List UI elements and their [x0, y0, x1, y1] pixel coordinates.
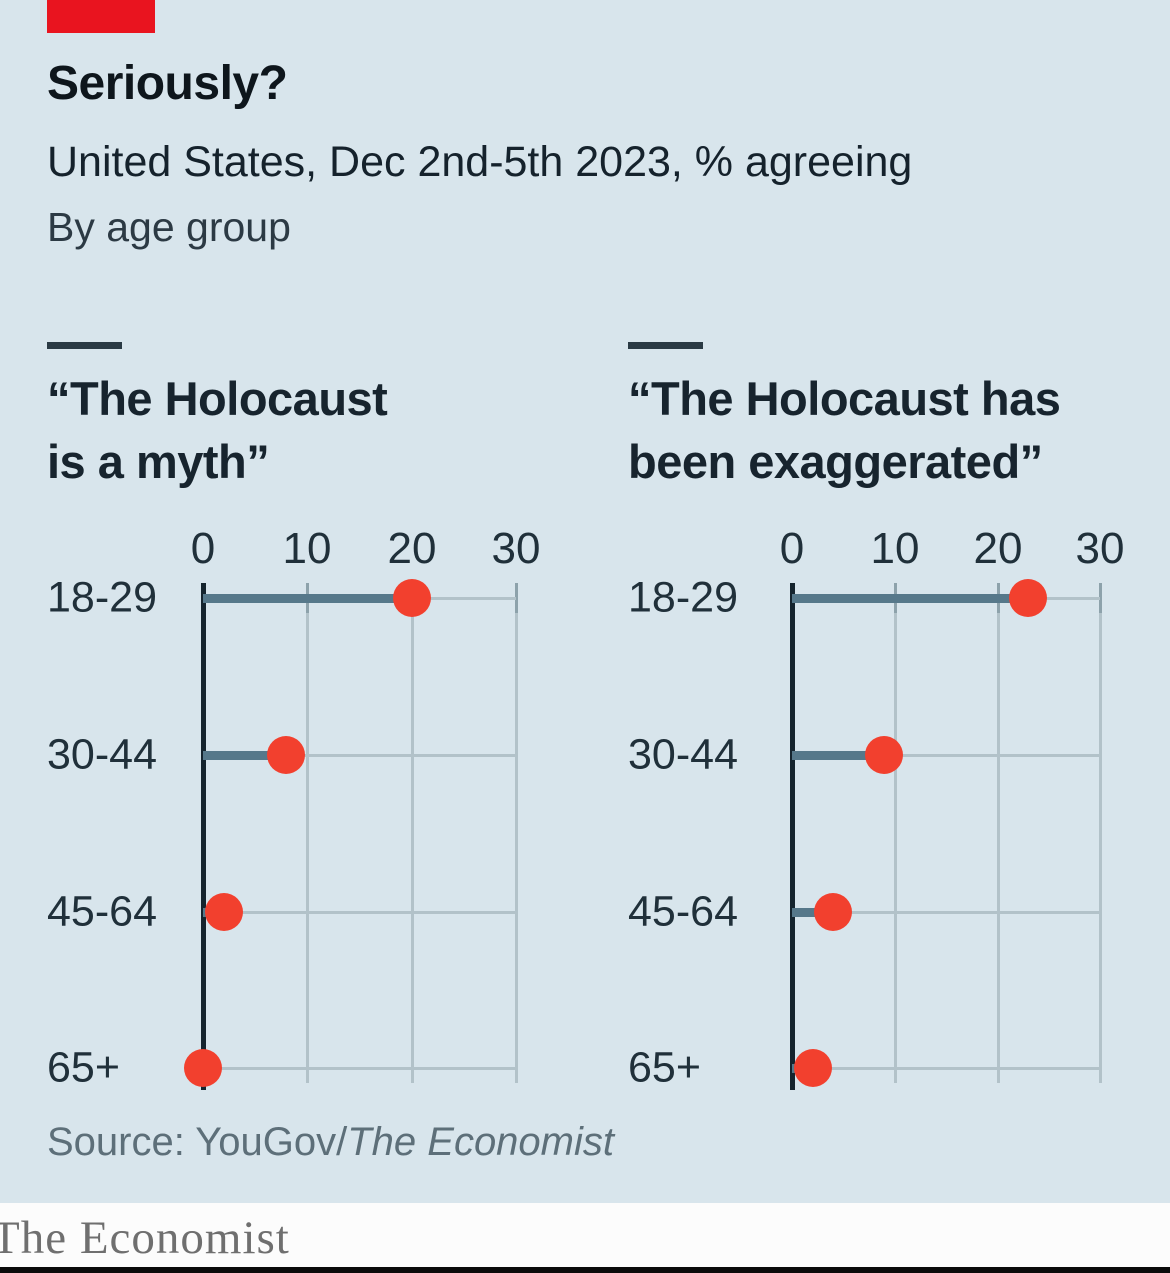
- panel-title-line: been exaggerated”: [628, 435, 1043, 488]
- bottom-strip: The Economist: [0, 1203, 1170, 1273]
- category-label: 45-64: [628, 887, 738, 936]
- source-note: Source: YouGov/The Economist: [47, 1120, 614, 1165]
- panel-title-line: “The Holocaust has: [628, 372, 1061, 425]
- panel-title-line: “The Holocaust: [47, 372, 388, 425]
- x-axis-tick-label: 20: [387, 524, 437, 573]
- vertical-gridline: [1099, 583, 1102, 1083]
- chart-byline: By age group: [47, 204, 291, 250]
- x-axis-tick-label: 30: [491, 524, 541, 573]
- x-axis-tick-mark: [515, 583, 518, 613]
- value-stem: [792, 594, 1029, 603]
- data-point-dot: [814, 893, 853, 931]
- panel-title-line: is a myth”: [47, 435, 270, 488]
- data-point-dot: [267, 736, 306, 774]
- x-axis-tick-label: 30: [1075, 524, 1125, 573]
- x-axis-tick-label: 10: [870, 524, 920, 573]
- vertical-gridline: [306, 583, 309, 1083]
- category-label: 18-29: [47, 573, 157, 622]
- category-label: 65+: [47, 1043, 120, 1092]
- source-prefix: Source: YouGov/: [47, 1120, 348, 1164]
- value-stem: [792, 908, 834, 917]
- data-point-dot: [392, 579, 431, 617]
- chart-subtitle: United States, Dec 2nd-5th 2023, % agree…: [47, 138, 913, 186]
- x-axis-tick-label: 10: [282, 524, 332, 573]
- data-point-dot: [865, 736, 904, 774]
- value-stem: [792, 751, 885, 760]
- x-axis-tick-label: 0: [190, 524, 216, 573]
- category-label: 30-44: [47, 730, 157, 779]
- panel-title-dash-icon: [47, 342, 122, 349]
- chart-title: Seriously?: [47, 57, 288, 110]
- data-point-dot: [204, 893, 243, 931]
- vertical-gridline: [515, 583, 518, 1083]
- row-gridline: [203, 911, 516, 914]
- panel-title-myth: “The Holocaust is a myth”: [47, 342, 607, 493]
- x-axis-tick-mark: [1099, 583, 1102, 613]
- vertical-gridline: [411, 583, 414, 1083]
- row-gridline: [792, 911, 1100, 914]
- category-label: 65+: [628, 1043, 701, 1092]
- vertical-gridline: [894, 583, 897, 1083]
- row-gridline: [792, 1067, 1100, 1070]
- x-axis-tick-label: 0: [779, 524, 805, 573]
- vertical-gridline: [997, 583, 1000, 1083]
- y-axis-baseline: [790, 583, 795, 1090]
- economist-logo: The Economist: [0, 1212, 290, 1264]
- data-point-dot: [184, 1049, 222, 1087]
- category-label: 30-44: [628, 730, 738, 779]
- panel-title-exaggerated: “The Holocaust has been exaggerated”: [628, 342, 1170, 493]
- row-gridline: [203, 1067, 516, 1070]
- bottom-rule: [0, 1267, 1170, 1273]
- value-stem: [203, 751, 287, 760]
- row-gridline: [792, 754, 1100, 757]
- source-publication: The Economist: [347, 1120, 614, 1164]
- brand-red-tag: [47, 0, 155, 33]
- data-point-dot: [793, 1049, 832, 1087]
- x-axis-tick-label: 20: [973, 524, 1023, 573]
- category-label: 45-64: [47, 887, 157, 936]
- row-gridline: [203, 754, 516, 757]
- panel-title-dash-icon: [628, 342, 703, 349]
- data-point-dot: [1009, 579, 1048, 617]
- category-label: 18-29: [628, 573, 738, 622]
- value-stem: [203, 594, 412, 603]
- y-axis-baseline: [201, 583, 206, 1090]
